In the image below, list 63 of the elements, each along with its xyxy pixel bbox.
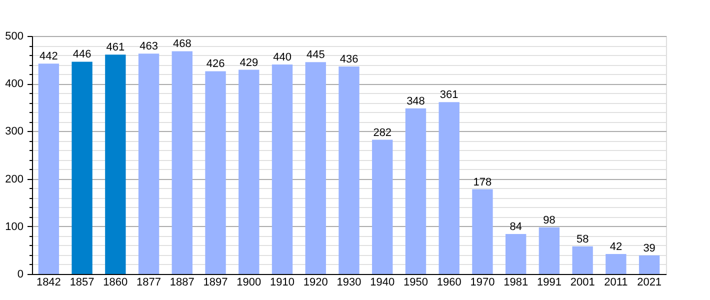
data-label: 42: [610, 241, 622, 254]
data-label: 468: [172, 38, 192, 50]
x-tick-label: 1910: [270, 276, 295, 288]
bar: [72, 62, 92, 274]
bar: [606, 254, 626, 274]
x-tick-label: 1877: [136, 276, 162, 288]
bar: [405, 108, 426, 274]
y-tick-label: 0: [17, 268, 24, 280]
bar: [205, 71, 226, 274]
bar: [572, 246, 593, 274]
data-label: 426: [206, 58, 225, 70]
bar: [338, 66, 360, 274]
data-label: 445: [306, 49, 325, 62]
bar: [238, 70, 260, 274]
x-tick-label: 1842: [36, 276, 61, 288]
data-label: 178: [473, 176, 492, 188]
bar: [138, 54, 160, 274]
x-tick-label: 2011: [604, 276, 628, 288]
x-tick-label: 1887: [170, 276, 194, 288]
y-tick-label: 100: [5, 220, 24, 233]
bar: [538, 227, 560, 274]
data-label: 58: [576, 233, 589, 246]
data-label: 461: [106, 42, 125, 54]
data-label: 442: [40, 50, 58, 63]
bar: [172, 51, 192, 274]
data-label: 446: [72, 48, 92, 61]
x-tick-label: 1991: [536, 276, 562, 288]
x-tick-label: 1900: [236, 276, 262, 288]
x-tick-label: 2001: [570, 276, 595, 288]
data-label: 463: [140, 40, 158, 53]
data-label: 429: [240, 56, 258, 69]
x-tick-label: 2021: [637, 276, 662, 288]
data-label: 39: [643, 242, 656, 254]
bar: [506, 234, 526, 274]
x-tick-label: 1940: [370, 276, 395, 288]
bar: [472, 189, 493, 274]
data-label: 348: [406, 95, 425, 108]
x-tick-label: 1950: [403, 276, 428, 288]
bar: [305, 62, 326, 274]
data-label: 84: [510, 221, 522, 234]
y-tick-label: 400: [5, 78, 24, 90]
bar: [105, 54, 126, 274]
x-tick-label: 1981: [504, 276, 528, 288]
x-tick-label: 1970: [470, 276, 495, 288]
x-tick-label: 1920: [303, 276, 328, 288]
x-tick-label: 1960: [436, 276, 462, 288]
x-tick-label: 1930: [336, 276, 362, 288]
x-tick-label: 1860: [103, 276, 128, 288]
y-tick-label: 500: [5, 30, 24, 42]
x-tick-label: 1857: [70, 276, 94, 288]
bar: [372, 140, 393, 274]
bar: [438, 102, 460, 274]
bar: [638, 255, 660, 274]
data-label: 440: [273, 52, 292, 64]
y-tick-label: 300: [5, 126, 24, 138]
data-label: 282: [373, 126, 392, 139]
bar: [38, 64, 60, 274]
x-tick-label: 1897: [203, 276, 228, 288]
data-label: 436: [340, 53, 358, 66]
y-tick-label: 200: [5, 173, 24, 186]
data-label: 98: [543, 214, 556, 226]
bar: [272, 64, 293, 274]
data-label: 361: [440, 89, 458, 102]
